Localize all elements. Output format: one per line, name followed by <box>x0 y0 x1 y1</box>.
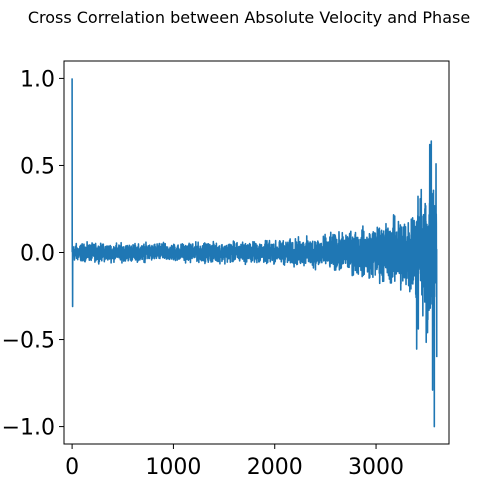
y-tick-label: −0.5 <box>2 329 55 354</box>
y-tick-label: 0.0 <box>20 242 55 267</box>
y-tick-label: −1.0 <box>2 416 55 441</box>
x-axis: 0 1000 2000 3000 <box>65 444 404 480</box>
y-tick-label: 0.5 <box>20 154 55 179</box>
y-tick-label: 1.0 <box>20 67 55 92</box>
x-tick-label: 0 <box>65 455 79 480</box>
series-line <box>71 78 438 428</box>
plot-area <box>63 60 450 445</box>
x-tick-label: 2000 <box>247 455 303 480</box>
chart-title: Cross Correlation between Absolute Veloc… <box>28 8 470 27</box>
y-axis: 1.0 0.5 0.0 −0.5 −1.0 <box>2 67 64 441</box>
x-tick-label: 3000 <box>348 455 404 480</box>
x-tick-label: 1000 <box>145 455 201 480</box>
